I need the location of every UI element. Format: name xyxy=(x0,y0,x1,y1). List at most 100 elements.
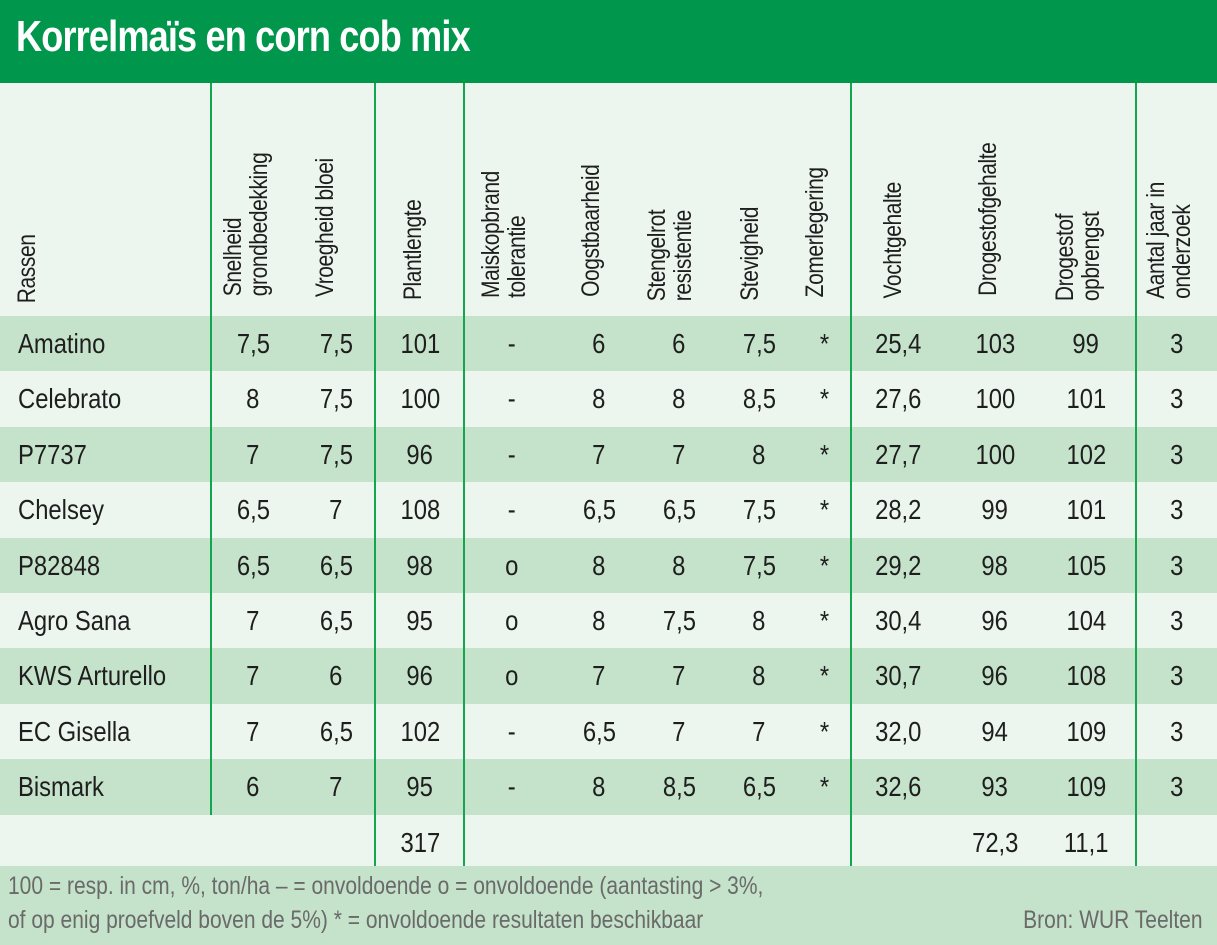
cell-text: 7 xyxy=(246,660,260,692)
cell-drogestof-opbrengst: 108 xyxy=(1036,648,1136,703)
cell-text: 7 xyxy=(329,494,343,526)
cell-snelheid: 7 xyxy=(203,648,303,703)
variety-name: EC Gisella xyxy=(18,704,150,759)
cell-text: 7 xyxy=(592,438,606,470)
cell-zomerlegering: * xyxy=(774,538,874,593)
cell-text: 3 xyxy=(1170,660,1184,692)
column-header-vroegheid: Vroegheid bloei xyxy=(311,145,339,310)
cell-vroegheid: 7 xyxy=(286,482,386,537)
cell-plantlengte: 102 xyxy=(370,704,470,759)
cell-snelheid: 6,5 xyxy=(203,538,303,593)
variety-name: Chelsey xyxy=(18,482,119,537)
cell-drogestofgehalte: 103 xyxy=(945,316,1045,371)
column-divider xyxy=(1135,83,1137,870)
cell-snelheid: 6 xyxy=(203,759,303,814)
cell-text: o xyxy=(505,605,519,636)
cell-stengelrot: 8 xyxy=(629,538,729,593)
cell-text: 108 xyxy=(1066,660,1106,692)
cell-text: 7,5 xyxy=(742,549,776,581)
column-divider xyxy=(374,83,376,870)
cell-text: 6,5 xyxy=(236,549,270,581)
cell-text: 7 xyxy=(246,605,260,636)
cell-maiskopbrand: - xyxy=(462,316,562,371)
cell-oogstbaarheid: 8 xyxy=(549,593,649,648)
header-line: Vochtgehalte xyxy=(879,182,907,299)
cell-text: 7 xyxy=(752,715,766,747)
cell-text: 8 xyxy=(752,438,766,470)
cell-stevigheid: 7,5 xyxy=(709,482,809,537)
cell-text: 100 xyxy=(975,438,1015,470)
cell-oogstbaarheid: 6,5 xyxy=(549,704,649,759)
cell-oogstbaarheid: 8 xyxy=(549,759,649,814)
variety-name: Agro Sana xyxy=(18,593,150,648)
cell-aantal-jaar: 3 xyxy=(1127,538,1217,593)
cell-plantlengte: 95 xyxy=(370,759,470,814)
cell-text: 7,5 xyxy=(319,383,353,415)
cell-text: 101 xyxy=(1066,494,1106,526)
cell-text: 6 xyxy=(246,771,260,803)
cell-vroegheid: 7,5 xyxy=(286,427,386,482)
header-line: Maiskopbrand xyxy=(477,171,505,298)
column-header-ras: Rassen xyxy=(13,228,41,310)
cell-text: 98 xyxy=(406,549,434,581)
cell-drogestof-opbrengst: 105 xyxy=(1036,538,1136,593)
cell-zomerlegering: * xyxy=(774,427,874,482)
cell-aantal-jaar: 3 xyxy=(1127,316,1217,371)
cell-text: 6,5 xyxy=(742,771,776,803)
cell-text: 98 xyxy=(981,549,1009,581)
cell-stengelrot: 6 xyxy=(629,316,729,371)
cell-snelheid: 7 xyxy=(203,593,303,648)
cell-aantal-jaar: 3 xyxy=(1127,704,1217,759)
cell-stengelrot: 7 xyxy=(629,704,729,759)
cell-text: - xyxy=(508,383,516,415)
cell-zomerlegering: * xyxy=(774,371,874,426)
cell-text: 7 xyxy=(592,660,606,692)
cell-text: 7 xyxy=(329,771,343,803)
cell-plantlengte: 96 xyxy=(370,427,470,482)
table-row: P82848 6,5 6,5 98 o 8 8 7,5 * 29,2 98 105 3 xyxy=(0,537,1217,593)
cell-text: Celebrato xyxy=(18,383,122,415)
cell-drogestof-opbrengst: 102 xyxy=(1036,427,1136,482)
cell-text: 25,4 xyxy=(874,328,922,359)
cell-text: EC Gisella xyxy=(18,715,131,747)
header-line: Plantlengte xyxy=(399,199,427,301)
title-bar: Korrelmaïs en corn cob mix xyxy=(0,0,1217,83)
reference-row: 317 72,3 11,1 xyxy=(0,814,1217,870)
legend-line-2: of op enig proefveld boven de 5%) * = on… xyxy=(8,906,704,934)
cell-vroegheid: 6,5 xyxy=(286,593,386,648)
cell-text: P7737 xyxy=(18,438,87,470)
cell-text: 6,5 xyxy=(236,494,270,526)
cell-text: P82848 xyxy=(18,549,101,581)
cell-maiskopbrand: o xyxy=(462,538,562,593)
cell-text: 7,5 xyxy=(319,438,353,470)
table-row: KWS Arturello 7 6 96 o 7 7 8 * 30,7 96 108 3 xyxy=(0,648,1217,704)
cell-text: 8 xyxy=(592,383,606,415)
cell-maiskopbrand: o xyxy=(462,593,562,648)
cell-text: 102 xyxy=(400,715,440,747)
cell-aantal-jaar xyxy=(1127,815,1217,870)
column-header-maiskopbrand: Maiskopbrand tolerantie xyxy=(477,159,531,310)
cell-text: 7 xyxy=(246,438,260,470)
variety-name: Amatino xyxy=(18,316,121,371)
cell-text: 3 xyxy=(1170,494,1184,526)
cell-vochtgehalte: 30,7 xyxy=(848,648,948,703)
cell-drogestof-opbrengst: 101 xyxy=(1036,482,1136,537)
cell-vochtgehalte: 30,4 xyxy=(848,593,948,648)
cell-snelheid: 7,5 xyxy=(203,316,303,371)
cell-snelheid: 7 xyxy=(203,704,303,759)
cell-text: 109 xyxy=(1066,771,1106,803)
table-row: Bismark 6 7 95 - 8 8,5 6,5 * 32,6 93 109 3 xyxy=(0,759,1217,815)
cell-text: * xyxy=(819,328,829,359)
cell-text: 8 xyxy=(592,605,606,636)
cell-text: 96 xyxy=(406,660,434,692)
cell-text: 30,4 xyxy=(874,605,922,636)
cell-text: Bismark xyxy=(18,771,104,803)
cell-text: 3 xyxy=(1170,771,1184,803)
cell-aantal-jaar: 3 xyxy=(1127,648,1217,703)
cell-stevigheid: 6,5 xyxy=(709,759,809,814)
column-header-aantal-jaar: Aantal jaar in onderzoek xyxy=(1142,171,1196,310)
header-line: Snelheid xyxy=(219,217,247,297)
cell-text: 102 xyxy=(1066,438,1106,470)
cell-snelheid: 8 xyxy=(203,371,303,426)
cell-text: 11,1 xyxy=(1063,826,1109,858)
